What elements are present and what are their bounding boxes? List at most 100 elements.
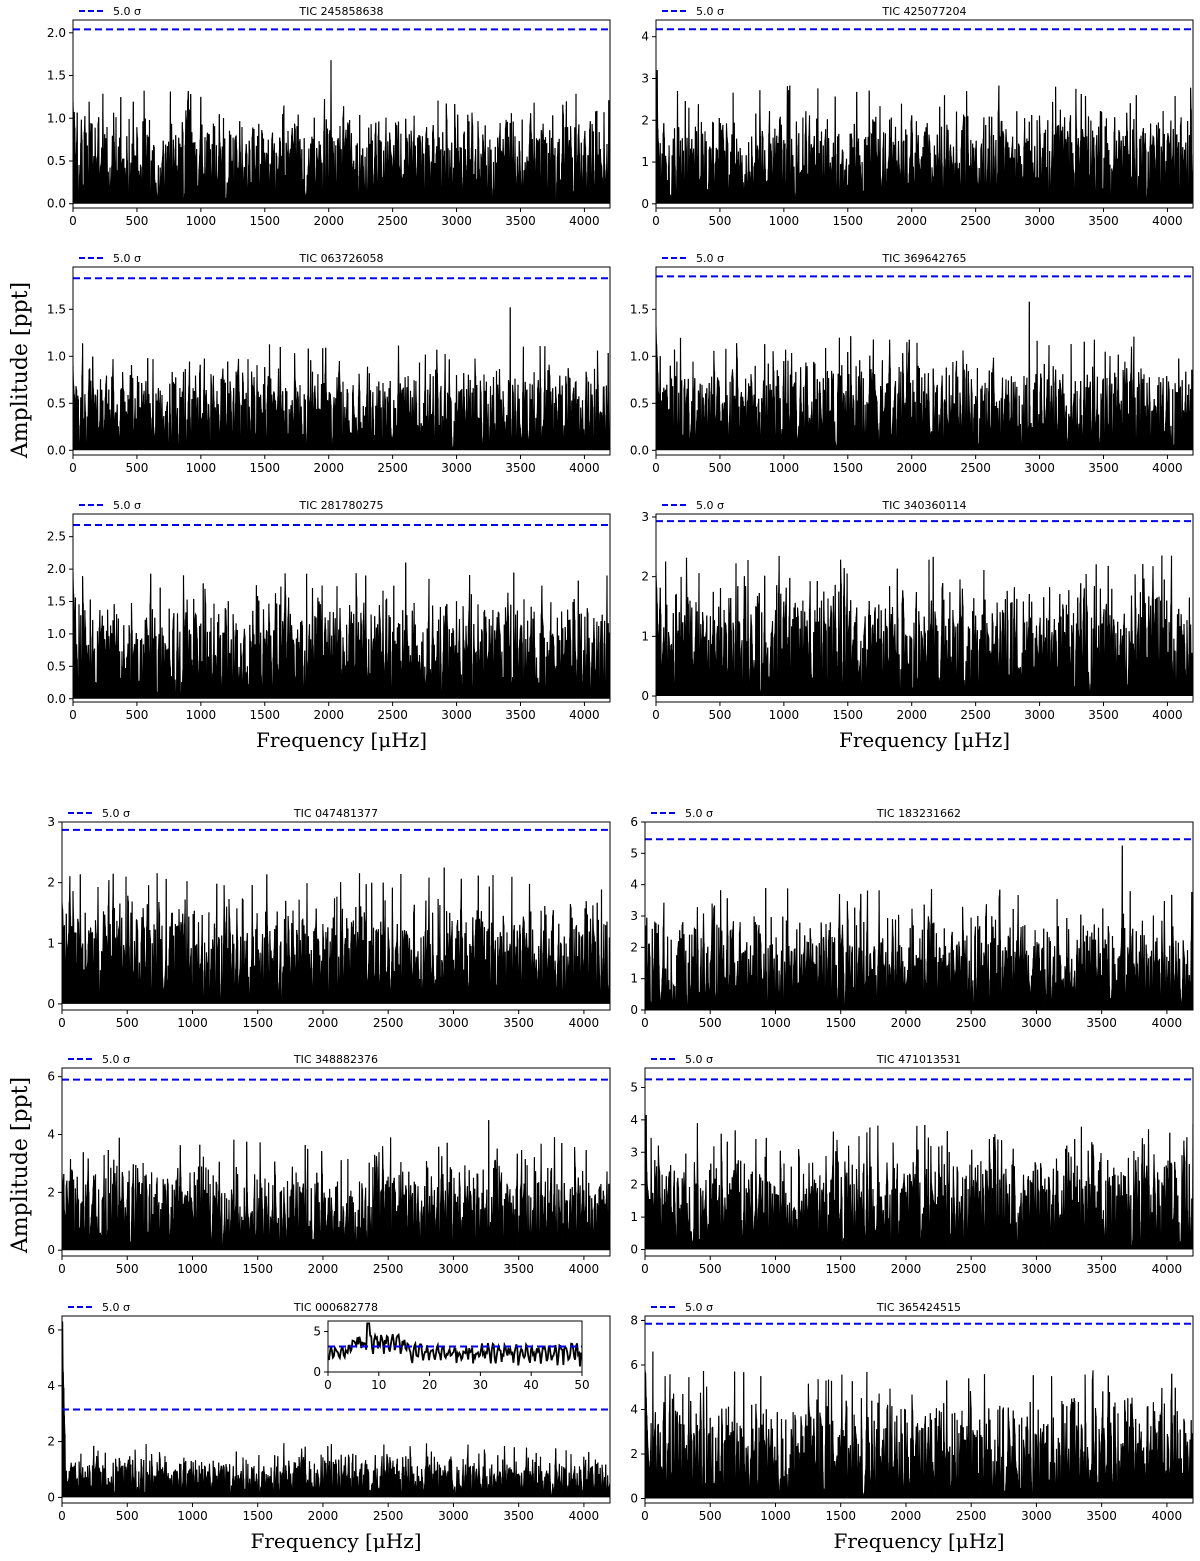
x-tick-label: 2000 xyxy=(891,1509,922,1523)
y-tick-label: 4 xyxy=(630,1113,638,1127)
y-tick-label: 3 xyxy=(630,1145,638,1159)
y-tick-label: 0 xyxy=(641,197,649,211)
x-tick-label: 2500 xyxy=(377,214,408,228)
inset-y-tick-label: 5 xyxy=(313,1325,321,1339)
y-tick-label: 0.0 xyxy=(47,443,66,457)
x-tick-label: 0 xyxy=(641,1509,649,1523)
panel-title: TIC 047481377 xyxy=(293,807,378,820)
x-tick-label: 1500 xyxy=(250,708,281,722)
x-tick-label: 1500 xyxy=(833,214,864,228)
x-tick-label: 1500 xyxy=(250,461,281,475)
legend-label: 5.0 σ xyxy=(102,1053,130,1066)
panel-7: 0 500 1000 1500 2000 2500 3000 3500 4000 0 1 2 3 5.0 … xyxy=(47,807,611,1030)
y-tick-label: 1 xyxy=(630,972,638,986)
legend-label: 5.0 σ xyxy=(102,1301,130,1314)
inset-x-tick-label: 0 xyxy=(324,1378,332,1392)
x-tick-label: 500 xyxy=(116,1016,139,1030)
inset-zoom: 0 10 20 30 40 50 0 5 xyxy=(313,1320,590,1392)
x-axis-label: Frequency [μHz] xyxy=(833,1529,1004,1553)
panel-title: TIC 369642765 xyxy=(881,252,966,265)
y-tick-label: 4 xyxy=(47,1128,55,1142)
y-tick-label: 0.0 xyxy=(630,443,649,457)
y-tick-label: 2 xyxy=(641,570,649,584)
x-tick-label: 1500 xyxy=(825,1262,856,1276)
x-tick-label: 1000 xyxy=(177,1262,208,1276)
x-tick-label: 2500 xyxy=(373,1016,404,1030)
x-tick-label: 3000 xyxy=(441,708,472,722)
inset-frame xyxy=(327,1320,583,1373)
amplitude-spectrum-line xyxy=(645,845,1193,1010)
y-tick-label: 0 xyxy=(47,1490,55,1504)
panel-1: 0 500 1000 1500 2000 2500 3000 3500 4000 0.0 0.5 1.… xyxy=(47,5,611,228)
y-tick-label: 1.5 xyxy=(47,69,66,83)
panel-title: TIC 471013531 xyxy=(876,1053,961,1066)
amplitude-spectrum-line xyxy=(656,555,1193,696)
x-tick-label: 3000 xyxy=(1021,1016,1052,1030)
y-tick-label: 2 xyxy=(630,1178,638,1192)
x-tick-label: 1000 xyxy=(769,214,800,228)
amplitude-spectrum-line xyxy=(73,562,610,699)
x-tick-label: 1000 xyxy=(186,214,217,228)
legend-label: 5.0 σ xyxy=(113,252,141,265)
panel-title: TIC 281780275 xyxy=(298,499,383,512)
panel-title: TIC 340360114 xyxy=(881,499,966,512)
y-tick-label: 0.5 xyxy=(47,659,66,673)
x-tick-label: 2000 xyxy=(313,708,344,722)
x-tick-label: 2000 xyxy=(891,1262,922,1276)
x-tick-label: 500 xyxy=(699,1016,722,1030)
panel-8: 0 500 1000 1500 2000 2500 3000 3500 4000 0 1 2 3 4 5 6 5… xyxy=(630,807,1194,1030)
y-tick-label: 0 xyxy=(641,689,649,703)
y-tick-label: 2.5 xyxy=(47,530,66,544)
x-tick-label: 3500 xyxy=(503,1509,534,1523)
x-tick-label: 1000 xyxy=(186,461,217,475)
x-tick-label: 0 xyxy=(652,708,660,722)
x-tick-label: 500 xyxy=(116,1262,139,1276)
x-tick-label: 2000 xyxy=(313,214,344,228)
y-tick-label: 2 xyxy=(630,1447,638,1461)
axes-frame xyxy=(72,19,611,209)
x-tick-label: 2000 xyxy=(896,461,927,475)
x-tick-label: 4000 xyxy=(569,214,600,228)
amplitude-spectrum-line xyxy=(656,70,1193,204)
amplitude-spectrum-line xyxy=(73,307,610,451)
y-tick-label: 0 xyxy=(47,997,55,1011)
y-tick-label: 0.0 xyxy=(47,692,66,706)
x-tick-label: 1000 xyxy=(177,1509,208,1523)
x-tick-label: 500 xyxy=(116,1509,139,1523)
x-tick-label: 0 xyxy=(69,461,77,475)
y-tick-label: 1.0 xyxy=(630,349,649,363)
legend-label: 5.0 σ xyxy=(102,807,130,820)
x-tick-label: 2500 xyxy=(960,708,991,722)
panel-6: 0 500 1000 1500 2000 2500 3000 3500 4000 0 1 2 3 5.0 … xyxy=(641,499,1194,752)
inset-x-tick-label: 30 xyxy=(473,1378,488,1392)
y-tick-label: 2 xyxy=(641,113,649,127)
y-tick-label: 1.5 xyxy=(47,595,66,609)
x-tick-label: 4000 xyxy=(569,1262,600,1276)
amplitude-spectrum-line xyxy=(73,60,610,204)
y-tick-label: 3 xyxy=(641,510,649,524)
y-tick-label: 0 xyxy=(630,1492,638,1506)
panel-4: 0 500 1000 1500 2000 2500 3000 3500 4000 0.0 0.5 1.… xyxy=(630,252,1194,475)
x-tick-label: 2500 xyxy=(956,1509,987,1523)
panel-title: TIC 348882376 xyxy=(293,1053,378,1066)
x-tick-label: 2000 xyxy=(308,1509,339,1523)
x-tick-label: 2500 xyxy=(377,461,408,475)
y-tick-label: 0.5 xyxy=(47,154,66,168)
x-tick-label: 2000 xyxy=(891,1016,922,1030)
x-tick-label: 3500 xyxy=(503,1016,534,1030)
legend-label: 5.0 σ xyxy=(113,5,141,18)
amplitude-spectrum-line xyxy=(645,1351,1193,1499)
x-tick-label: 500 xyxy=(699,1509,722,1523)
y-tick-label: 2 xyxy=(630,940,638,954)
x-tick-label: 1500 xyxy=(242,1262,273,1276)
y-tick-label: 0 xyxy=(630,1003,638,1017)
x-tick-label: 2000 xyxy=(313,461,344,475)
y-tick-label: 0.0 xyxy=(47,197,66,211)
x-tick-label: 3000 xyxy=(1024,708,1055,722)
axes-frame xyxy=(61,821,611,1011)
y-tick-label: 1.0 xyxy=(47,627,66,641)
x-tick-label: 3500 xyxy=(1088,461,1119,475)
axes-frame xyxy=(655,266,1194,456)
x-tick-label: 0 xyxy=(652,461,660,475)
inset-y-tick-label: 0 xyxy=(313,1365,321,1379)
